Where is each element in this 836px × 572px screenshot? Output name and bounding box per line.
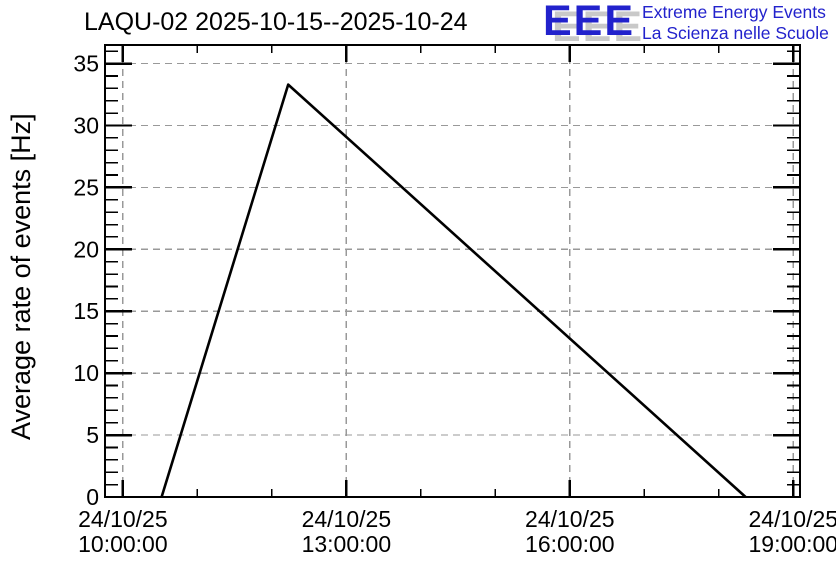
y-tick-label: 35 xyxy=(73,51,99,77)
logo-line2: La Scienza nelle Scuole xyxy=(642,23,829,43)
x-tick-label-time: 19:00:00 xyxy=(749,531,836,557)
y-tick-label: 25 xyxy=(73,174,99,200)
x-tick-label-time: 16:00:00 xyxy=(525,531,615,557)
plot-title: LAQU-02 2025-10-15--2025-10-24 xyxy=(84,8,468,36)
x-tick-label-date: 24/10/25 xyxy=(302,506,392,532)
x-tick-label-time: 10:00:00 xyxy=(78,531,168,557)
y-tick-label: 30 xyxy=(73,112,99,138)
y-tick-label: 5 xyxy=(86,422,99,448)
y-tick-label: 15 xyxy=(73,298,99,324)
plot-frame xyxy=(103,43,802,499)
x-tick-label-date: 24/10/25 xyxy=(525,506,615,532)
y-tick-label: 20 xyxy=(73,236,99,262)
y-tick-label: 0 xyxy=(86,484,99,510)
eee-acronym-logo: EEE xyxy=(543,0,636,45)
y-tick-label: 10 xyxy=(73,360,99,386)
eee-logo: EEE Extreme Energy Events La Scienza nel… xyxy=(543,0,829,44)
rate-line xyxy=(160,83,747,498)
x-tick-label-date: 24/10/25 xyxy=(749,506,836,532)
logo-line1: Extreme Energy Events xyxy=(642,2,826,22)
x-tick-label-time: 13:00:00 xyxy=(302,531,392,557)
eee-logo-text: Extreme Energy Events La Scienza nelle S… xyxy=(642,2,829,44)
x-tick-label-date: 24/10/25 xyxy=(78,506,168,532)
